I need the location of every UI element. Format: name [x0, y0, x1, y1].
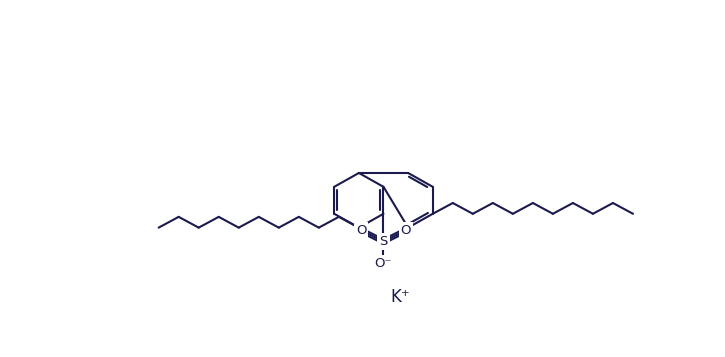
Text: S: S	[379, 235, 388, 248]
Text: O: O	[356, 224, 366, 237]
Text: O⁻: O⁻	[375, 257, 392, 270]
Text: O: O	[401, 224, 411, 237]
Text: K⁺: K⁺	[391, 288, 410, 306]
